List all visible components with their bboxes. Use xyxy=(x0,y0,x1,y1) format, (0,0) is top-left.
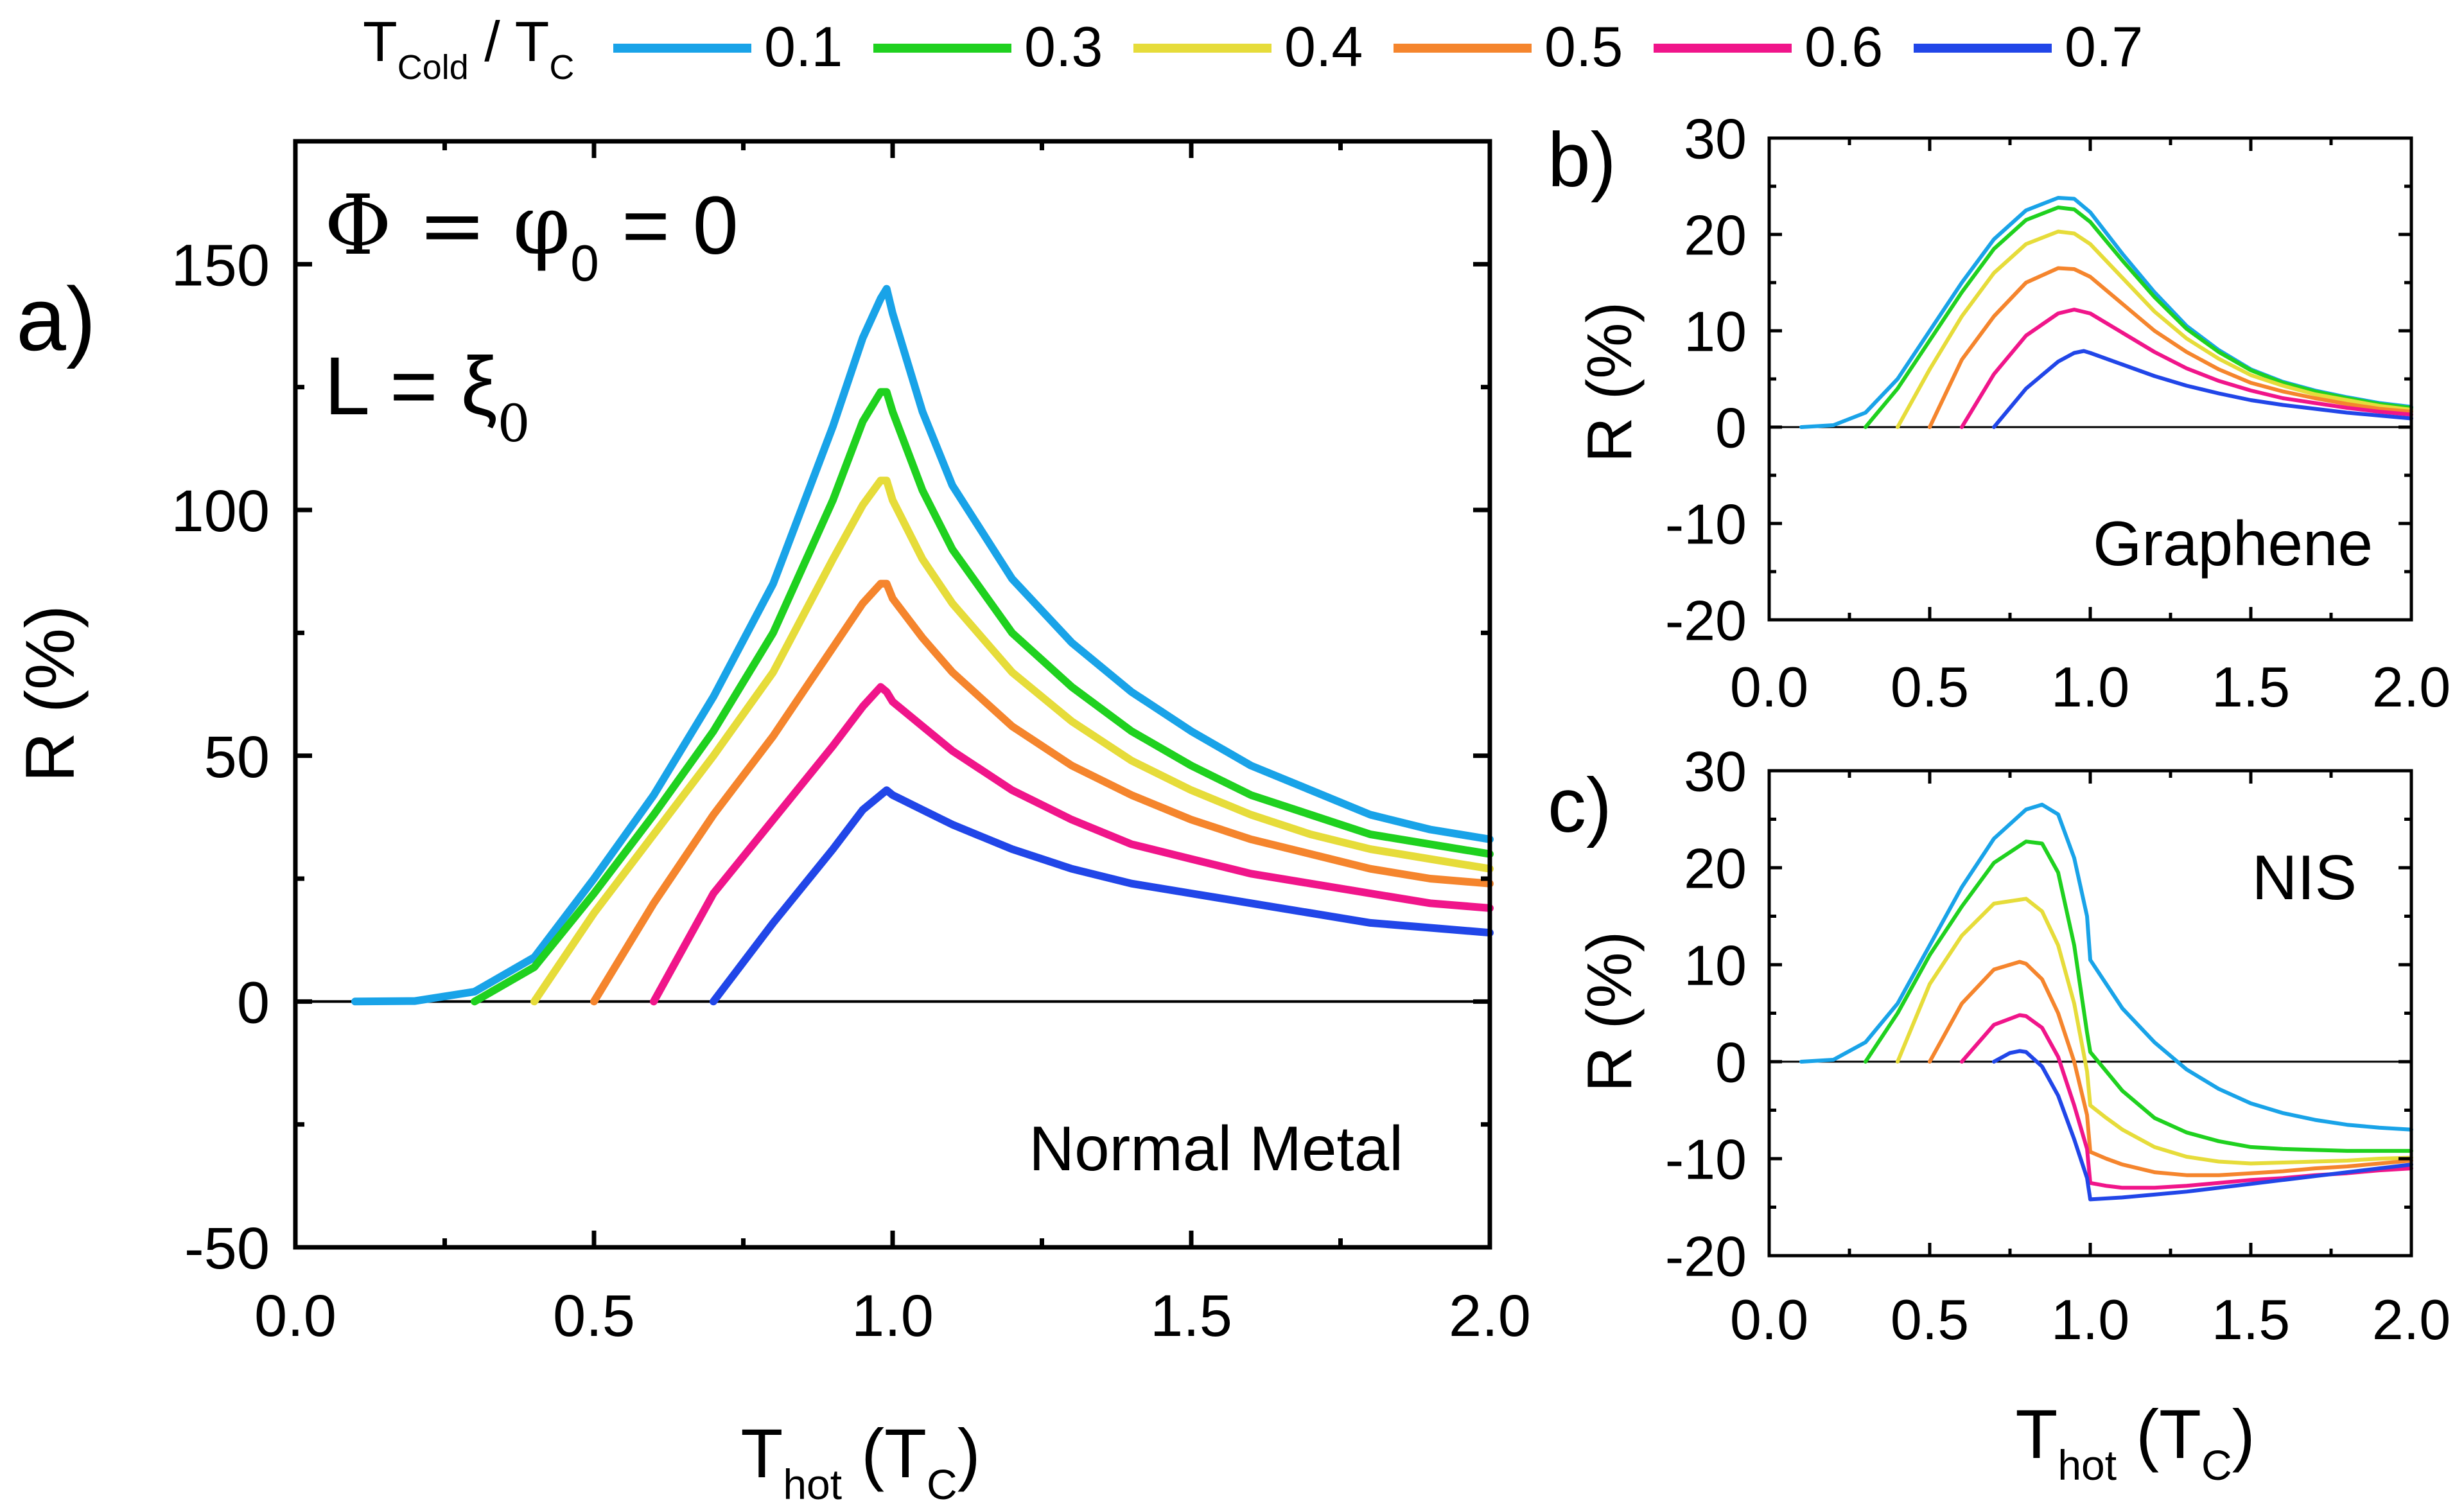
legend-label-0.7: 0.7 xyxy=(2065,15,2143,78)
panel-a-y-tick-label: 150 xyxy=(171,233,270,298)
panel-c: c) R (%) 0.0 0.5 1.0 1.5 2.0 -20 -10 0 10 20 30 NI… xyxy=(1548,740,2451,1489)
panel-b-y-tick-label: -20 xyxy=(1665,589,1747,653)
panel-b: b) R (%) 0.0 0.5 1.0 1.5 2.0 -20 -10 0 10 20 30 Gr… xyxy=(1548,107,2451,719)
panel-a-y-tick-label: 0 xyxy=(237,970,270,1035)
panel-b-y-tick-label: 10 xyxy=(1684,300,1747,364)
panel-b-axes: 0.0 0.5 1.0 1.5 2.0 -20 -10 0 10 20 30 xyxy=(1665,107,2451,719)
panel-a-label: a) xyxy=(16,268,96,369)
panel-b-y-tick-label: -10 xyxy=(1665,493,1747,556)
legend-label-0.1: 0.1 xyxy=(764,15,843,78)
panel-a-series-0.5 xyxy=(590,579,1494,1006)
panel-c-label: c) xyxy=(1548,762,1612,848)
panel-b-series-0.5 xyxy=(1928,266,2413,429)
panel-a-y-tick-label: 50 xyxy=(204,724,270,790)
panel-c-series-0.3 xyxy=(1864,839,2413,1153)
annotation-L-lhs: L = ξ xyxy=(324,340,498,432)
legend: TCold / TC 0.1 0.3 0.4 0.5 0.6 0.7 xyxy=(363,10,2143,87)
panel-c-x-tick-label: 1.0 xyxy=(2051,1288,2129,1351)
panel-a-series-0.1 xyxy=(351,285,1494,1006)
panel-a-series-0.4 xyxy=(530,477,1494,1006)
panel-b-x-tick-label: 1.0 xyxy=(2051,655,2129,719)
panel-c-y-tick-label: 10 xyxy=(1684,934,1747,997)
legend-label-0.6: 0.6 xyxy=(1804,15,1883,78)
panel-c-title: NIS xyxy=(2252,842,2357,913)
legend-title-sep: / T xyxy=(469,10,550,73)
panel-c-series-0.5 xyxy=(1928,960,2413,1177)
panel-a-y-axis-label: R (%) xyxy=(11,605,89,782)
legend-title: TCold / TC xyxy=(363,10,574,87)
annotation-phi-rhs: = 0 xyxy=(599,180,738,272)
panel-a-x-tick-label: 0.5 xyxy=(553,1283,635,1349)
annotation-phi-sub: 0 xyxy=(570,234,599,292)
panel-b-y-tick-label: 30 xyxy=(1684,107,1747,171)
panel-c-y-axis-label: R (%) xyxy=(1574,931,1645,1092)
panel-a-annotation-phi: Φ = φ0 = 0 xyxy=(324,178,738,292)
panel-c-x-tick-label: 2.0 xyxy=(2372,1288,2451,1351)
panel-c-axes: 0.0 0.5 1.0 1.5 2.0 -20 -10 0 10 20 30 xyxy=(1665,740,2451,1351)
panel-c-x-tick-label: 1.5 xyxy=(2212,1288,2290,1351)
panel-a-x-tick-label: 1.5 xyxy=(1150,1283,1232,1349)
legend-entries: 0.1 0.3 0.4 0.5 0.6 0.7 xyxy=(613,15,2143,78)
legend-title-main: T xyxy=(363,10,398,73)
panel-b-x-tick-label: 0.0 xyxy=(1730,655,1808,719)
panel-c-series-0.1 xyxy=(1799,802,2413,1132)
panel-b-y-tick-label: 20 xyxy=(1684,204,1747,267)
panel-b-x-tick-label: 2.0 xyxy=(2372,655,2451,719)
panel-c-x-tick-label: 0.0 xyxy=(1730,1288,1808,1351)
panel-a-x-axis-label: Thot (TC) xyxy=(740,1414,980,1508)
panel-c-y-tick-label: -10 xyxy=(1665,1128,1747,1191)
panel-a-title: Normal Metal xyxy=(1029,1113,1403,1184)
panel-b-y-tick-label: 0 xyxy=(1715,396,1747,460)
legend-label-0.4: 0.4 xyxy=(1284,15,1363,78)
panel-b-series-0.3 xyxy=(1864,206,2413,429)
panel-b-series-0.7 xyxy=(1992,349,2413,429)
panel-b-x-tick-label: 1.5 xyxy=(2212,655,2290,719)
annotation-phi-lhs: Φ = φ xyxy=(324,178,570,274)
panel-a: a) R (%) 0.0 0.5 1.0 1.5 2.0 -50 0 50 100 150 Φ =… xyxy=(11,139,1531,1508)
panel-b-series-0.6 xyxy=(1960,308,2413,429)
panel-c-series-0.7 xyxy=(1992,1049,2413,1202)
panel-a-y-tick-label: 100 xyxy=(171,478,270,544)
panel-a-annotation-L: L = ξ0 xyxy=(324,340,530,453)
panel-a-series-0.3 xyxy=(471,388,1494,1006)
legend-title-sub: Cold xyxy=(398,48,469,87)
panel-b-title: Graphene xyxy=(2093,508,2373,579)
panel-a-axes: 0.0 0.5 1.0 1.5 2.0 -50 0 50 100 150 xyxy=(171,139,1531,1349)
annotation-L-sub: 0 xyxy=(498,394,530,453)
panel-c-y-tick-label: 30 xyxy=(1684,740,1747,803)
panel-b-y-axis-label: R (%) xyxy=(1574,302,1645,462)
panel-c-x-axis-label: Thot (TC) xyxy=(2015,1395,2255,1489)
legend-label-0.3: 0.3 xyxy=(1024,15,1103,78)
panel-c-series-0.4 xyxy=(1896,897,2413,1166)
legend-label-0.5: 0.5 xyxy=(1544,15,1623,78)
panel-a-series-0.6 xyxy=(650,683,1494,1006)
panel-a-series-0.7 xyxy=(710,786,1494,1006)
panel-c-y-tick-label: -20 xyxy=(1665,1225,1747,1288)
panel-a-x-tick-label: 1.0 xyxy=(852,1283,934,1349)
panel-a-y-tick-label: -50 xyxy=(184,1216,270,1281)
panel-c-x-tick-label: 0.5 xyxy=(1891,1288,1969,1351)
panel-b-label: b) xyxy=(1548,117,1616,203)
panel-a-x-tick-label: 2.0 xyxy=(1449,1283,1531,1349)
panel-b-x-tick-label: 0.5 xyxy=(1891,655,1969,719)
panel-a-x-tick-label: 0.0 xyxy=(254,1283,336,1349)
panel-c-y-tick-label: 20 xyxy=(1684,837,1747,900)
panel-c-y-tick-label: 0 xyxy=(1715,1031,1747,1094)
panel-b-series-0.4 xyxy=(1896,229,2413,429)
legend-title-sub2: C xyxy=(549,48,574,87)
